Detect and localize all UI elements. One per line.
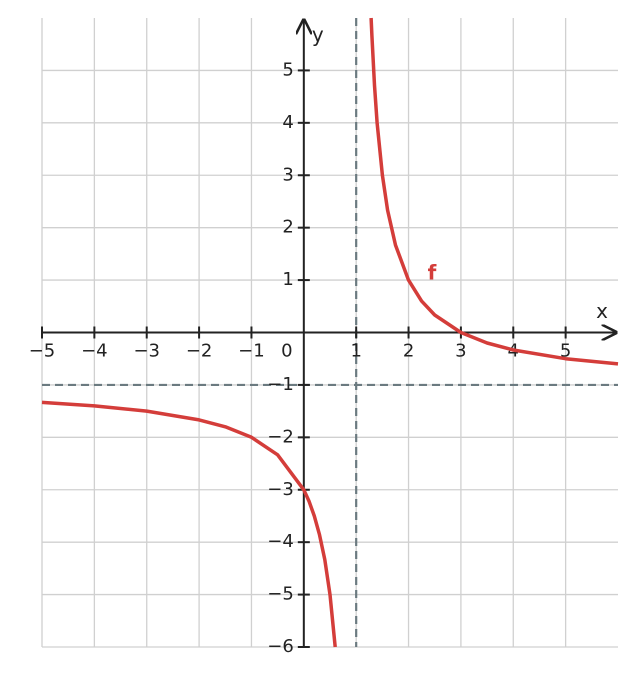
x-tick-label: 2 [403,341,414,362]
curve [41,17,619,648]
y-tick-label: −3 [267,479,294,500]
y-tick-label: −6 [267,636,294,657]
x-tick-label: −1 [238,341,265,362]
y-tick-label: 3 [282,164,293,185]
y-tick-label: 5 [282,59,293,80]
y-tick-label: 4 [282,112,293,133]
x-tick-label: −3 [133,341,160,362]
x-tick-label: 3 [455,341,466,362]
series-label: f [428,261,437,285]
x-axis-label: x [596,299,608,323]
x-tick-label: 5 [560,341,571,362]
y-tick-label: −2 [267,426,294,447]
x-tick-label: 1 [350,341,361,362]
y-tick-label: 1 [282,269,293,290]
x-tick-label: −4 [81,341,108,362]
y-axis-label: y [312,23,324,47]
x-tick-label: 0 [281,341,292,362]
y-tick-label: −4 [267,531,294,552]
x-tick-label: −5 [29,341,56,362]
x-tick-label: −2 [186,341,213,362]
y-tick-label: −1 [267,374,294,395]
y-tick-label: −5 [267,584,294,605]
y-tick-label: 2 [282,217,293,238]
